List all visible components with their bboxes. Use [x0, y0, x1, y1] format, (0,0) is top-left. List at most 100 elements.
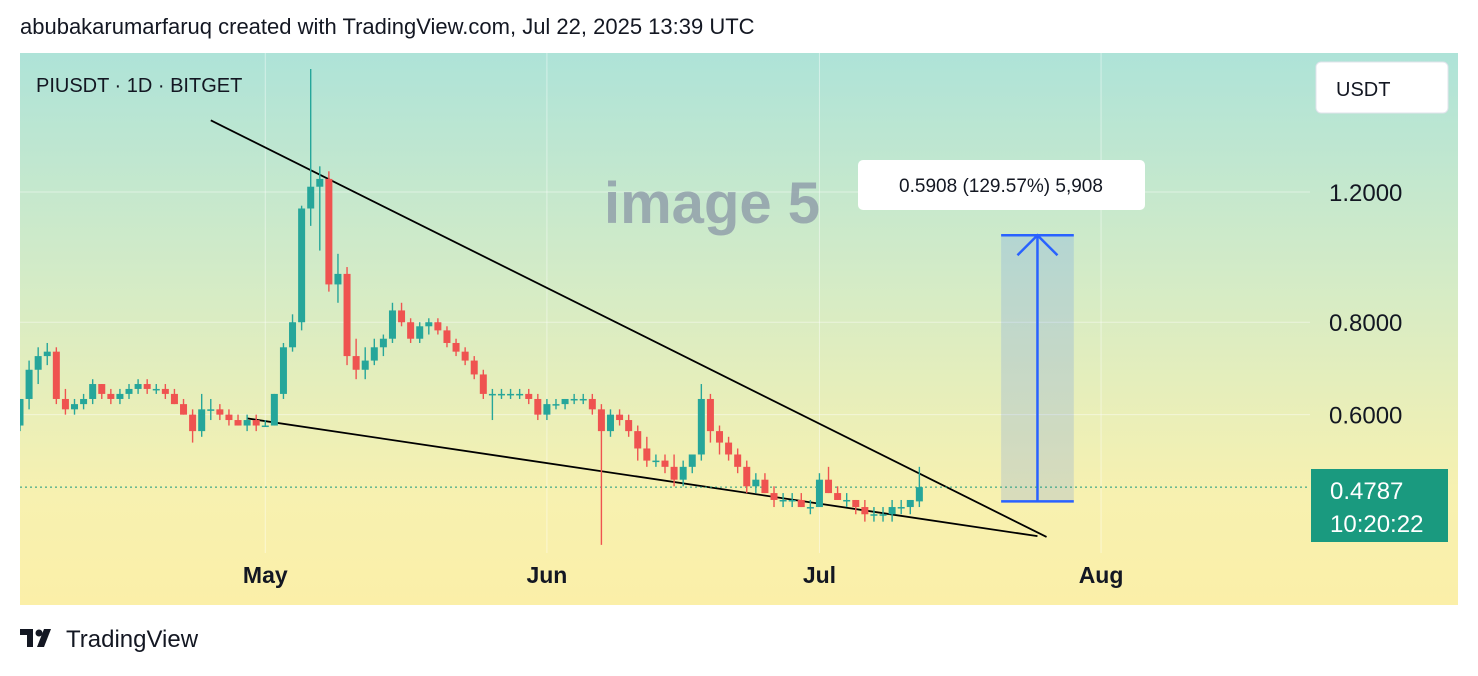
- candle[interactable]: [770, 486, 778, 508]
- candle[interactable]: [861, 499, 869, 522]
- candle[interactable]: [189, 409, 197, 443]
- candle[interactable]: [488, 388, 496, 421]
- candle[interactable]: [734, 448, 742, 474]
- candle[interactable]: [89, 379, 97, 405]
- candle[interactable]: [588, 393, 596, 415]
- candle[interactable]: [716, 425, 724, 455]
- candle[interactable]: [343, 267, 351, 366]
- candle[interactable]: [479, 369, 487, 399]
- candle[interactable]: [370, 338, 378, 366]
- candle[interactable]: [407, 318, 415, 343]
- candle[interactable]: [80, 393, 88, 410]
- candle[interactable]: [625, 414, 633, 437]
- candle[interactable]: [316, 166, 324, 251]
- candle[interactable]: [34, 347, 42, 385]
- trendlines[interactable]: [210, 119, 1047, 538]
- candle[interactable]: [398, 302, 406, 327]
- footer-brand[interactable]: TradingView: [20, 626, 198, 654]
- candle[interactable]: [534, 393, 542, 421]
- candle[interactable]: [752, 473, 760, 494]
- candle[interactable]: [870, 507, 878, 522]
- candle[interactable]: [25, 360, 33, 410]
- candle[interactable]: [879, 507, 887, 522]
- candle[interactable]: [434, 318, 442, 335]
- candle[interactable]: [452, 338, 460, 357]
- candle[interactable]: [661, 454, 669, 474]
- candle[interactable]: [98, 384, 106, 399]
- candle[interactable]: [497, 388, 505, 399]
- candle[interactable]: [779, 493, 787, 508]
- candle[interactable]: [134, 379, 142, 394]
- candle[interactable]: [361, 347, 369, 380]
- candle[interactable]: [825, 466, 833, 494]
- candle[interactable]: [725, 436, 733, 461]
- candle[interactable]: [279, 342, 287, 399]
- candle[interactable]: [379, 334, 387, 357]
- candle[interactable]: [116, 388, 124, 405]
- candle[interactable]: [161, 384, 169, 399]
- candle[interactable]: [852, 499, 860, 515]
- candle[interactable]: [216, 404, 224, 421]
- candle[interactable]: [125, 384, 133, 399]
- chart-area[interactable]: image 5 PIUSDT · 1D · BITGET USDT 0.5908…: [20, 53, 1458, 605]
- candle[interactable]: [234, 414, 242, 426]
- candle[interactable]: [634, 425, 642, 461]
- candle[interactable]: [597, 404, 605, 545]
- candle[interactable]: [289, 314, 297, 352]
- candle[interactable]: [797, 493, 805, 508]
- candle[interactable]: [425, 318, 433, 335]
- candle[interactable]: [697, 384, 705, 461]
- candle[interactable]: [307, 69, 315, 226]
- candle[interactable]: [616, 409, 624, 426]
- candle[interactable]: [43, 342, 51, 366]
- candle[interactable]: [806, 499, 814, 515]
- candle[interactable]: [325, 171, 333, 292]
- candle[interactable]: [543, 398, 551, 421]
- candle[interactable]: [897, 499, 905, 515]
- candle[interactable]: [815, 473, 823, 508]
- candle[interactable]: [243, 414, 251, 432]
- candle[interactable]: [843, 493, 851, 508]
- price-range-measure[interactable]: [1001, 233, 1074, 503]
- candle[interactable]: [52, 347, 60, 405]
- candle[interactable]: [107, 388, 115, 405]
- currency-selector[interactable]: USDT: [1315, 61, 1449, 114]
- candle[interactable]: [516, 388, 524, 399]
- candle[interactable]: [761, 473, 769, 494]
- candle[interactable]: [152, 384, 160, 394]
- candle[interactable]: [507, 388, 515, 399]
- candle[interactable]: [225, 409, 233, 426]
- candle[interactable]: [906, 499, 914, 515]
- candle[interactable]: [606, 409, 614, 437]
- candle[interactable]: [207, 398, 215, 421]
- candle[interactable]: [525, 388, 533, 405]
- candle[interactable]: [298, 205, 306, 331]
- candle[interactable]: [470, 356, 478, 380]
- candle[interactable]: [270, 393, 278, 426]
- candle[interactable]: [461, 347, 469, 366]
- candle[interactable]: [652, 454, 660, 467]
- candle[interactable]: [20, 398, 24, 432]
- candle[interactable]: [579, 393, 587, 405]
- candle[interactable]: [352, 338, 360, 380]
- candle[interactable]: [170, 388, 178, 405]
- candle[interactable]: [61, 388, 69, 415]
- candle[interactable]: [261, 420, 269, 428]
- candlestick-chart[interactable]: image 5 PIUSDT · 1D · BITGET USDT 0.5908…: [20, 53, 1458, 605]
- candle[interactable]: [670, 454, 678, 487]
- candle[interactable]: [143, 379, 151, 394]
- candle[interactable]: [834, 486, 842, 500]
- candle[interactable]: [388, 302, 396, 343]
- candle[interactable]: [643, 436, 651, 467]
- candle[interactable]: [688, 454, 696, 474]
- candle[interactable]: [561, 398, 569, 410]
- candle[interactable]: [443, 326, 451, 348]
- candle[interactable]: [198, 393, 206, 437]
- trendline[interactable]: [210, 119, 1047, 538]
- candle[interactable]: [252, 414, 260, 432]
- candle[interactable]: [915, 466, 923, 508]
- candle[interactable]: [788, 493, 796, 508]
- candle[interactable]: [888, 499, 896, 522]
- candle[interactable]: [570, 393, 578, 405]
- candle[interactable]: [416, 322, 424, 343]
